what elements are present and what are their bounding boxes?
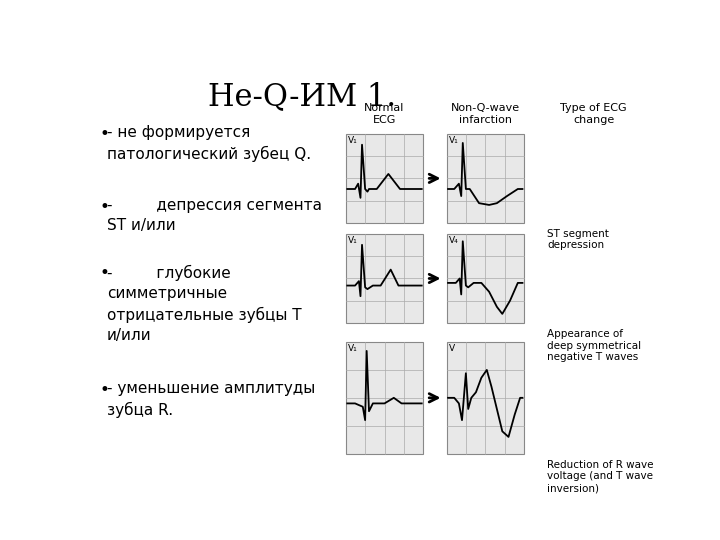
Text: V₁: V₁ <box>348 343 358 353</box>
Bar <box>446 234 524 323</box>
Text: Reduction of R wave
voltage (and T wave
inversion): Reduction of R wave voltage (and T wave … <box>547 460 654 493</box>
Text: Normal
ECG: Normal ECG <box>364 103 405 125</box>
Bar <box>346 134 423 222</box>
Text: V₁: V₁ <box>348 136 358 145</box>
Text: ST segment
depression: ST segment depression <box>547 229 609 251</box>
Bar <box>446 342 524 454</box>
Text: Type of ECG
change: Type of ECG change <box>560 103 627 125</box>
Text: V₄: V₄ <box>449 236 459 245</box>
Text: •: • <box>99 265 109 282</box>
Bar <box>446 134 524 222</box>
Text: V₁: V₁ <box>348 236 358 245</box>
Text: Не-Q-ИМ 1.: Не-Q-ИМ 1. <box>208 82 396 112</box>
Text: - не формируется
патологический зубец Q.: - не формируется патологический зубец Q. <box>107 125 311 162</box>
Text: •: • <box>99 125 109 143</box>
Text: V: V <box>449 343 455 353</box>
Text: Appearance of
deep symmetrical
negative T waves: Appearance of deep symmetrical negative … <box>547 329 642 362</box>
Text: V₁: V₁ <box>449 136 459 145</box>
Text: •: • <box>99 381 109 399</box>
Bar <box>346 234 423 323</box>
Text: - уменьшение амплитуды
зубца R.: - уменьшение амплитуды зубца R. <box>107 381 315 418</box>
Text: Non-Q-wave
infarction: Non-Q-wave infarction <box>451 103 520 125</box>
Text: -         глубокие
симметричные
отрицательные зубцы Т
и/или: - глубокие симметричные отрицательные зу… <box>107 265 302 343</box>
Text: •: • <box>99 198 109 216</box>
Text: -         депрессия сегмента
ST и/или: - депрессия сегмента ST и/или <box>107 198 322 233</box>
Bar <box>346 342 423 454</box>
